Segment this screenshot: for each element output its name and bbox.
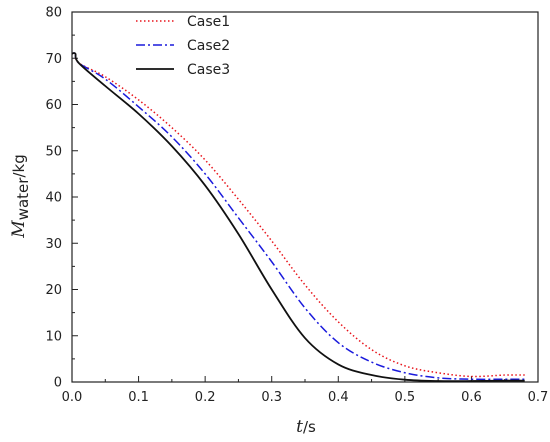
legend-label-case1: Case1 bbox=[187, 14, 230, 30]
x-tick-label: 0.4 bbox=[328, 390, 349, 405]
legend-label-case2: Case2 bbox=[187, 38, 230, 54]
y-tick-label: 60 bbox=[45, 98, 62, 113]
plot-frame bbox=[71, 11, 539, 383]
x-tick-label: 0.3 bbox=[261, 390, 282, 405]
x-tick-label: 0.5 bbox=[395, 390, 416, 405]
x-tick-label: 0.2 bbox=[195, 390, 216, 405]
x-tick-label: 0.6 bbox=[461, 390, 482, 405]
legend: Case1 Case2 Case3 bbox=[136, 14, 230, 78]
y-tick-label: 30 bbox=[45, 237, 62, 252]
axis-ticks: 0.0 0.1 0.2 0.3 0.4 0.5 0.6 0.7 0 10 20 30 40 50 60 70 8… bbox=[45, 6, 548, 406]
y-tick-label: 70 bbox=[45, 52, 62, 67]
series-layer bbox=[71, 52, 525, 383]
plot-border bbox=[71, 11, 539, 383]
series-line-case2 bbox=[71, 52, 525, 381]
x-tick-label: 0.7 bbox=[528, 390, 549, 405]
y-tick-label: 40 bbox=[45, 191, 62, 206]
y-tick-label: 20 bbox=[45, 283, 62, 298]
x-tick-label: 0.1 bbox=[128, 390, 149, 405]
y-tick-label: 50 bbox=[45, 144, 62, 159]
series-line-case3 bbox=[71, 52, 525, 383]
x-tick-label: 0.0 bbox=[62, 390, 83, 405]
y-axis-title: Mwater/kg bbox=[9, 154, 32, 238]
y-tick-label: 0 bbox=[54, 376, 62, 391]
y-tick-label: 10 bbox=[45, 329, 62, 344]
series-line-case1 bbox=[71, 52, 525, 378]
legend-label-case3: Case3 bbox=[187, 62, 230, 78]
y-tick-label: 80 bbox=[45, 6, 62, 21]
x-axis-title: t/s bbox=[296, 417, 316, 437]
